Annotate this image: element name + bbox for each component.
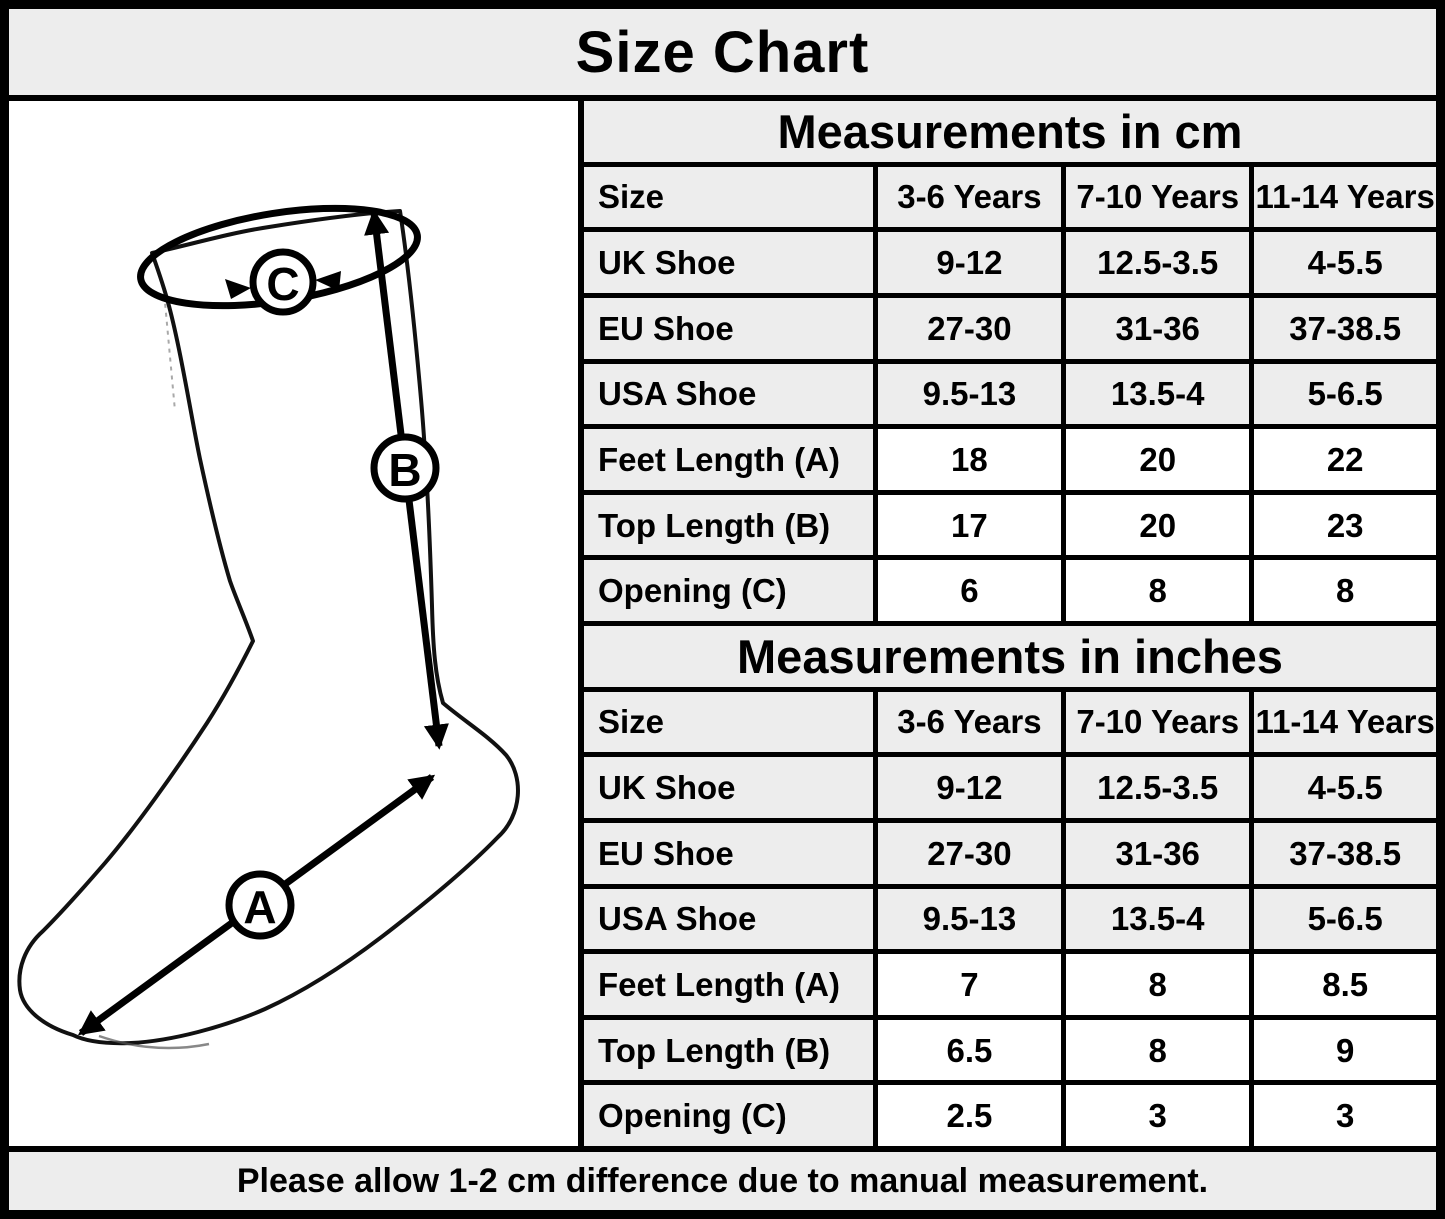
cell-value: 31-36: [1066, 297, 1250, 359]
label-circle-b: [370, 433, 440, 503]
cell-value: 8: [1066, 954, 1250, 1015]
column-header: Size: [584, 166, 873, 228]
cell-value: 9.5-13: [877, 888, 1062, 950]
cell-value: 18: [877, 429, 1062, 490]
cell-value: 7-10 Years: [1066, 166, 1250, 228]
cell-value: 20: [1066, 429, 1250, 490]
cell-value: 5-6.5: [1254, 363, 1436, 425]
cell-value: 3: [1066, 1085, 1250, 1146]
row-label: Opening (C): [584, 1085, 873, 1146]
cell-value: 17: [877, 494, 1062, 556]
cell-value: 7: [877, 954, 1062, 1015]
cell-value: 3-6 Years: [877, 691, 1062, 753]
row-label: EU Shoe: [584, 822, 873, 884]
cell-value: 31-36: [1066, 822, 1250, 884]
row-label: UK Shoe: [584, 757, 873, 818]
measurement-tables: Measurements in cm Size 3-6 Years 7-10 Year…: [578, 101, 1436, 1146]
cell-value: 12.5-3.5: [1066, 232, 1250, 293]
label-c: C: [266, 258, 299, 310]
arrowhead-c-right: [315, 271, 341, 291]
row-label: Feet Length (A): [584, 429, 873, 490]
label-circle-c: [249, 248, 317, 316]
cell-value: 27-30: [877, 822, 1062, 884]
section-title: Measurements in inches: [584, 626, 1436, 687]
cell-value: 12.5-3.5: [1066, 757, 1250, 818]
cell-value: 9.5-13: [877, 363, 1062, 425]
cell-value: 37-38.5: [1254, 297, 1436, 359]
sock-measurement-diagram: C B A: [17, 204, 520, 1050]
row-label: EU Shoe: [584, 297, 873, 359]
cell-value: 4-5.5: [1254, 757, 1436, 818]
cell-value: 8: [1254, 560, 1436, 621]
cell-value: 6.5: [877, 1019, 1062, 1081]
row-label: USA Shoe: [584, 363, 873, 425]
cell-value: 5-6.5: [1254, 888, 1436, 950]
cell-value: 3: [1254, 1085, 1436, 1146]
cell-value: 2.5: [877, 1085, 1062, 1146]
cell-value: 20: [1066, 494, 1250, 556]
label-a: A: [243, 881, 276, 933]
cell-value: 11-14 Years: [1254, 691, 1436, 753]
label-circle-a: [225, 870, 295, 940]
cell-value: 6: [877, 560, 1062, 621]
page-title: Size Chart: [9, 9, 1436, 101]
arrowhead-c-left: [225, 279, 251, 299]
sock-diagram-panel: C B A: [9, 101, 578, 1146]
section-title: Measurements in cm: [584, 101, 1436, 162]
cell-value: 27-30: [877, 297, 1062, 359]
cell-value: 7-10 Years: [1066, 691, 1250, 753]
cell-value: 37-38.5: [1254, 822, 1436, 884]
cell-value: 8: [1066, 1019, 1250, 1081]
cell-value: 4-5.5: [1254, 232, 1436, 293]
row-label: Feet Length (A): [584, 954, 873, 1015]
column-header: Size: [584, 691, 873, 753]
cell-value: 9-12: [877, 757, 1062, 818]
content-area: C B A Measurements in cm Size 3-6 Years 7-1…: [9, 101, 1436, 1146]
row-label: Top Length (B): [584, 1019, 873, 1081]
toe-crease-line: [98, 1034, 210, 1050]
footer-note: Please allow 1-2 cm difference due to ma…: [9, 1146, 1436, 1210]
cell-value: 11-14 Years: [1254, 166, 1436, 228]
cell-value: 13.5-4: [1066, 363, 1250, 425]
cell-value: 8.5: [1254, 954, 1436, 1015]
cell-value: 23: [1254, 494, 1436, 556]
row-label: Opening (C): [584, 560, 873, 621]
row-label: USA Shoe: [584, 888, 873, 950]
cell-value: 22: [1254, 429, 1436, 490]
cell-value: 8: [1066, 560, 1250, 621]
row-label: UK Shoe: [584, 232, 873, 293]
row-label: Top Length (B): [584, 494, 873, 556]
label-b: B: [388, 444, 421, 496]
cell-value: 3-6 Years: [877, 166, 1062, 228]
cell-value: 9-12: [877, 232, 1062, 293]
cell-value: 13.5-4: [1066, 888, 1250, 950]
cell-value: 9: [1254, 1019, 1436, 1081]
